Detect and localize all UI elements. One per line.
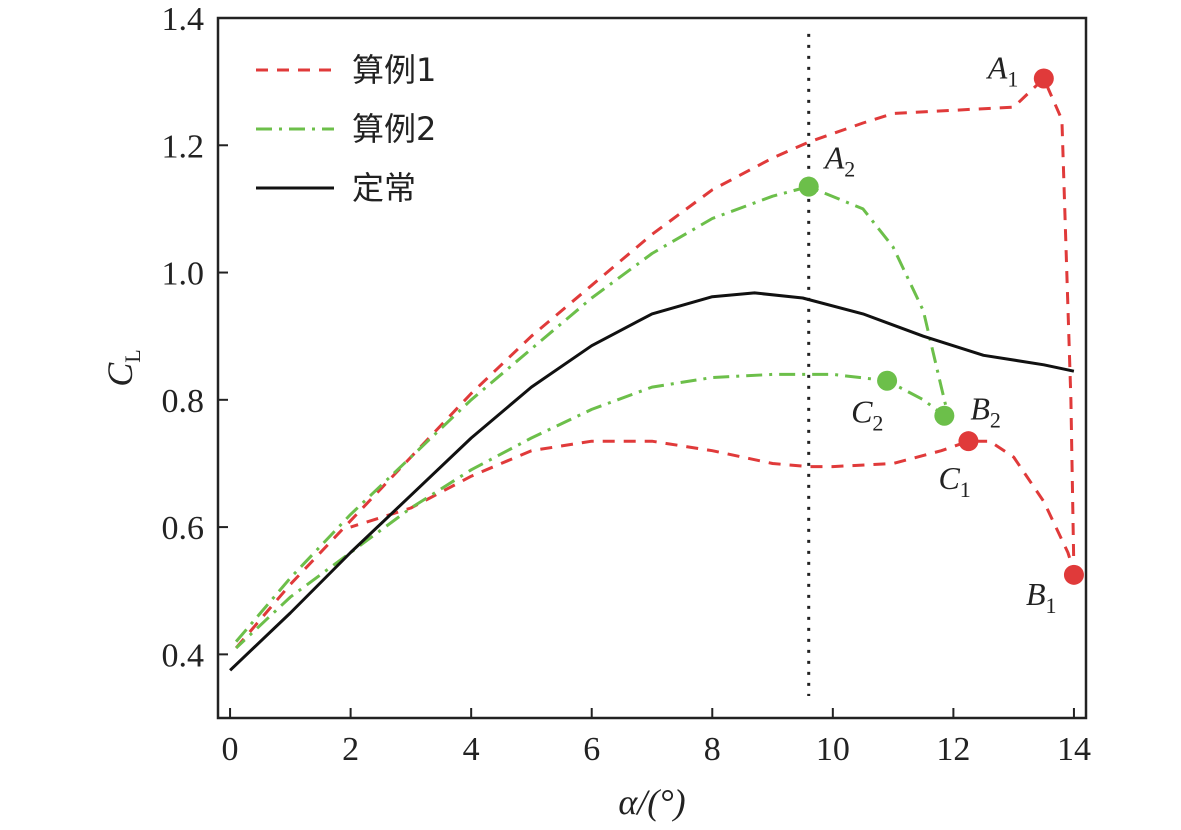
point-label: A1 [986,49,1019,91]
legend: 算例1 算例2 定常 [256,51,436,207]
y-axis-title: CL [100,349,145,386]
y-tick-label: 1.4 [162,1,205,38]
point-label-sub: 2 [872,411,883,436]
point-label-main: B [1026,576,1046,612]
data-point-marker [934,405,955,426]
data-point-marker [877,370,898,391]
x-tick-label: 10 [816,731,850,768]
x-tick-label: 4 [463,731,480,768]
point-label: B1 [1026,576,1057,618]
legend-label: 定常 [352,169,416,207]
x-tick-label: 12 [936,731,970,768]
series-line-2 [234,185,949,650]
y-axis: 0.4 0.6 0.8 1.0 1.2 1.4 [162,1,228,674]
series-line-1 [234,77,1076,649]
y-axis-title-sub: L [120,349,145,362]
x-axis: 0 2 4 6 8 10 12 14 [222,708,1091,768]
point-label-main: C [851,394,873,430]
x-axis-title: α/(°) [618,782,685,822]
x-tick-label: 6 [583,731,600,768]
legend-label: 算例2 [352,110,436,148]
point-label: B2 [970,391,1001,433]
point-label-sub: 1 [1007,66,1018,91]
x-tick-label: 8 [704,731,721,768]
point-label-main: A [986,49,1008,85]
y-tick-label: 0.8 [162,383,205,420]
point-label: C1 [938,460,970,502]
series-line-3 [229,291,1075,672]
x-tick-label: 2 [342,731,359,768]
data-point-marker [958,431,979,452]
legend-label: 算例1 [352,51,436,89]
y-tick-label: 1.2 [162,128,205,165]
x-tick-label: 0 [222,731,239,768]
series-layer [229,77,1076,672]
data-point-marker [1033,68,1054,89]
y-tick-label: 0.6 [162,510,205,547]
x-tick-label: 14 [1057,731,1091,768]
data-point-marker [798,176,819,197]
point-label-main: B [970,391,990,427]
plot-frame [216,16,1088,720]
point-label-sub: 1 [960,477,971,502]
point-label-main: C [938,460,960,496]
point-label-sub: 1 [1045,593,1056,618]
point-label-main: A [823,140,845,176]
y-tick-label: 1.0 [162,256,205,293]
y-axis-title-main: C [100,362,140,387]
point-label: C2 [851,394,883,436]
point-label: A2 [823,140,856,182]
point-label-sub: 2 [990,408,1001,433]
point-label-sub: 2 [844,157,855,182]
y-tick-label: 0.4 [162,637,205,674]
data-point-marker [1063,564,1084,585]
